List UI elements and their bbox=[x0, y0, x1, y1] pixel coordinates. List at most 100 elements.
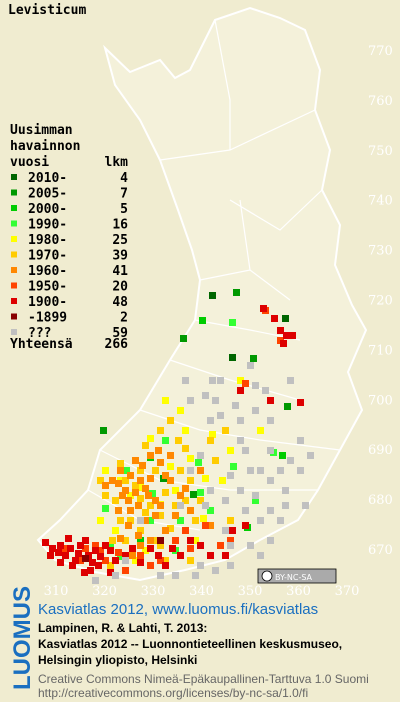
record-square bbox=[72, 557, 79, 564]
legend-label: 1990- bbox=[28, 218, 67, 233]
legend-total: 266 bbox=[105, 337, 129, 352]
legend-swatch bbox=[11, 174, 17, 180]
record-square bbox=[115, 480, 122, 487]
legend-swatch bbox=[11, 329, 17, 335]
record-square bbox=[162, 397, 169, 404]
record-square bbox=[102, 482, 109, 489]
record-square bbox=[229, 319, 236, 326]
legend-heading: havainnon bbox=[10, 139, 80, 154]
legend-label: -1899 bbox=[28, 311, 67, 326]
record-square bbox=[172, 512, 179, 519]
record-square bbox=[277, 517, 284, 524]
record-square bbox=[115, 549, 122, 556]
legend-count: 41 bbox=[112, 264, 128, 279]
record-square bbox=[102, 557, 109, 564]
record-square bbox=[137, 537, 144, 544]
record-square bbox=[202, 502, 209, 509]
record-square bbox=[267, 507, 274, 514]
record-square bbox=[127, 517, 134, 524]
record-square bbox=[182, 485, 189, 492]
record-square bbox=[167, 452, 174, 459]
record-square bbox=[250, 355, 257, 362]
record-square bbox=[177, 407, 184, 414]
record-square bbox=[229, 527, 236, 534]
legend-count: 16 bbox=[112, 218, 128, 233]
record-square bbox=[109, 537, 116, 544]
record-square bbox=[157, 427, 164, 434]
record-square bbox=[187, 557, 194, 564]
record-square bbox=[157, 542, 164, 549]
record-square bbox=[107, 542, 114, 549]
record-square bbox=[92, 542, 99, 549]
record-square bbox=[182, 445, 189, 452]
legend-count-header: lkm bbox=[105, 155, 129, 170]
record-square bbox=[147, 435, 154, 442]
record-square bbox=[69, 562, 76, 569]
record-square bbox=[102, 492, 109, 499]
legend-swatch bbox=[11, 313, 17, 320]
record-square bbox=[237, 387, 244, 394]
record-square bbox=[162, 437, 169, 444]
record-square bbox=[222, 427, 229, 434]
record-square bbox=[182, 427, 189, 434]
record-square bbox=[122, 557, 129, 564]
record-square bbox=[207, 437, 214, 444]
northing-label: 760 bbox=[368, 94, 393, 109]
record-square bbox=[187, 537, 194, 544]
record-square bbox=[192, 537, 199, 544]
record-square bbox=[262, 387, 269, 394]
record-square bbox=[89, 559, 96, 566]
record-square bbox=[175, 437, 182, 444]
legend-label: 1900- bbox=[28, 295, 67, 310]
record-square bbox=[149, 490, 156, 497]
record-square bbox=[177, 552, 184, 559]
record-square bbox=[127, 507, 134, 514]
license-line: http://creativecommons.org/licenses/by-n… bbox=[38, 686, 308, 700]
record-square bbox=[267, 537, 274, 544]
legend-count: 4 bbox=[120, 171, 128, 186]
record-square bbox=[187, 477, 194, 484]
record-square bbox=[307, 452, 314, 459]
record-square bbox=[283, 332, 290, 339]
record-square bbox=[82, 555, 89, 562]
record-square bbox=[247, 542, 254, 549]
legend-label: 2005- bbox=[28, 187, 67, 202]
legend-label: 1970- bbox=[28, 249, 67, 264]
legend-heading: Uusimman bbox=[10, 123, 73, 138]
record-square bbox=[147, 475, 154, 482]
record-square bbox=[187, 467, 194, 474]
easting-label: 340 bbox=[189, 584, 214, 599]
record-square bbox=[87, 567, 94, 574]
record-square bbox=[180, 335, 187, 342]
record-square bbox=[122, 552, 129, 559]
record-square bbox=[162, 562, 169, 569]
record-square bbox=[125, 522, 132, 529]
record-square bbox=[77, 542, 84, 549]
legend-label: 1950- bbox=[28, 280, 67, 295]
record-square bbox=[137, 552, 144, 559]
record-square bbox=[222, 527, 229, 534]
logo: LUOMUS bbox=[9, 586, 36, 690]
record-square bbox=[200, 515, 207, 522]
record-square bbox=[137, 484, 144, 491]
record-square bbox=[217, 377, 224, 384]
record-square bbox=[167, 477, 174, 484]
footer-link: Kasviatlas 2012, www.luomus.fi/kasviatla… bbox=[38, 601, 318, 618]
legend-count: 25 bbox=[112, 233, 128, 248]
record-square bbox=[209, 292, 216, 299]
easting-label: 310 bbox=[44, 584, 69, 599]
record-square bbox=[81, 569, 88, 576]
record-square bbox=[47, 552, 54, 559]
record-square bbox=[115, 507, 122, 514]
record-square bbox=[227, 562, 234, 569]
record-square bbox=[129, 545, 136, 552]
legend: 2010- 4 2005- 7 2000- 5 1990- 16 1980- 25 1970- 39 1… bbox=[11, 171, 128, 341]
record-square bbox=[197, 497, 204, 504]
record-square bbox=[280, 340, 287, 347]
legend-total-label: Yhteensä bbox=[10, 337, 73, 352]
record-square bbox=[62, 552, 69, 559]
northing-label: 740 bbox=[368, 194, 393, 209]
record-square bbox=[217, 542, 224, 549]
